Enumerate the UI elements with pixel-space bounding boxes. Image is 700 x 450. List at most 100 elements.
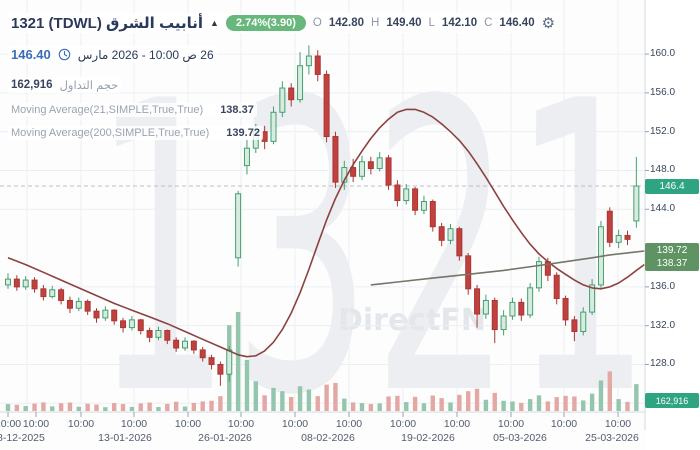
candle-body xyxy=(235,193,242,259)
price-axis-label: 144.0 xyxy=(650,203,676,215)
candle-body xyxy=(323,73,330,138)
volume-bar xyxy=(112,403,117,411)
volume-bar xyxy=(501,400,506,411)
date-axis-label: 19-02-2026 xyxy=(401,432,455,444)
volume-bar xyxy=(280,391,285,411)
candle-body xyxy=(412,188,419,211)
time-axis-label: 10:00 xyxy=(281,418,309,430)
date-axis-label: 26-01-2026 xyxy=(198,432,252,444)
volume-bar xyxy=(333,382,338,411)
volume-value: 162,916 xyxy=(11,79,53,91)
volume-bar xyxy=(412,396,418,411)
volume-bar xyxy=(191,402,197,411)
price-axis-panel xyxy=(645,0,700,450)
ma200-value: 139.72 xyxy=(226,127,260,139)
candle-body xyxy=(155,330,162,338)
time-axis-label: 10:00 xyxy=(227,418,255,430)
volume-bar xyxy=(182,406,188,411)
volume-bar xyxy=(58,403,64,411)
volume-bar xyxy=(297,386,303,411)
candle-body xyxy=(429,201,436,228)
candle-body xyxy=(164,330,171,341)
candle-body xyxy=(128,319,135,329)
candle-body xyxy=(208,357,215,365)
ma21-axis-pill: 138.37 xyxy=(645,256,699,272)
ma200-line xyxy=(370,250,645,286)
volume-bar xyxy=(32,403,37,411)
candle-body xyxy=(279,87,286,113)
candle-body xyxy=(500,315,507,331)
brand-watermark: DirectFN xyxy=(338,303,486,338)
ma200-axis-pill: 139.72 xyxy=(645,243,699,259)
svg-text:1321: 1321 xyxy=(92,17,652,450)
ohlc-key: H xyxy=(371,17,380,29)
price-axis-label: 152.0 xyxy=(650,125,676,137)
candle-body xyxy=(146,330,153,338)
ma21-line xyxy=(7,108,645,358)
volume-bar xyxy=(386,396,391,411)
ma21-legend-row[interactable]: Moving Average(21,SIMPLE,True,True) 138.… xyxy=(8,103,257,117)
time-axis-label: 10:00 xyxy=(67,418,95,430)
gear-icon[interactable]: ⚙ xyxy=(541,15,556,32)
volume-bar xyxy=(395,395,400,411)
volume-bar xyxy=(129,406,135,411)
volume-bar xyxy=(85,403,90,411)
volume-bar xyxy=(492,392,497,411)
volume-row: حجم التداول 162,916 xyxy=(8,77,122,93)
time-axis-label: 10:00 xyxy=(443,418,471,430)
volume-bar xyxy=(510,401,515,411)
volume-bar xyxy=(368,404,374,411)
volume-bar xyxy=(359,403,365,411)
candle-body xyxy=(624,234,631,240)
candle-body xyxy=(173,339,180,349)
ma200-legend-row[interactable]: Moving Average(200,SIMPLE,True,True) 139… xyxy=(8,126,263,140)
candle-body xyxy=(332,136,339,183)
candle-body xyxy=(474,288,481,315)
date-axis-label: 25-03-2026 xyxy=(585,432,639,444)
candle-body xyxy=(571,319,578,332)
candle-body xyxy=(482,299,489,315)
candle-body xyxy=(49,289,56,298)
volume-bar xyxy=(572,396,577,411)
volume-bar xyxy=(404,402,409,411)
candle-body xyxy=(367,161,374,170)
volume-bar xyxy=(527,399,533,411)
volume-bar xyxy=(67,402,73,411)
volume-bar xyxy=(607,371,612,411)
date-axis-label: 28-12-2025 xyxy=(0,432,45,444)
volume-bar xyxy=(634,384,639,411)
candle-body xyxy=(111,309,118,322)
candle-body xyxy=(75,300,82,309)
price-axis-label: 132.0 xyxy=(650,319,676,331)
date-axis-label: 05-03-2026 xyxy=(493,432,547,444)
candle-body xyxy=(359,161,365,177)
candle-body xyxy=(376,157,383,170)
candle-body xyxy=(465,255,472,290)
time-axis-label: 10:00 xyxy=(120,418,148,430)
volume-bar xyxy=(271,387,276,411)
candle-body xyxy=(438,226,445,241)
ohlc-readout: O 142.80 H 149.40 L 142.10 C 146.40 xyxy=(313,17,535,29)
time-axis-label: 10:00 xyxy=(497,418,525,430)
volume-bar xyxy=(200,401,205,411)
price-axis-label: 156.0 xyxy=(650,86,676,98)
candle-body xyxy=(350,167,357,177)
time-axis-label: 10:00 xyxy=(0,418,22,430)
candle-body xyxy=(58,289,65,301)
candle-body xyxy=(305,55,312,67)
candle-body xyxy=(120,320,127,329)
candle-body xyxy=(580,311,587,333)
ma200-label: Moving Average(200,SIMPLE,True,True) xyxy=(11,127,210,139)
volume-bar xyxy=(5,404,11,411)
date-axis-label: 13-01-2026 xyxy=(98,432,152,444)
candle-body xyxy=(509,301,516,317)
volume-bar xyxy=(448,402,453,411)
ohlc-value: 142.80 xyxy=(328,17,365,29)
candle-body xyxy=(606,210,613,243)
volume-bar xyxy=(120,404,126,411)
price-axis-label: 148.0 xyxy=(650,164,676,176)
candle-body xyxy=(199,349,206,359)
candle-body xyxy=(137,319,144,332)
volume-bar xyxy=(342,398,347,411)
